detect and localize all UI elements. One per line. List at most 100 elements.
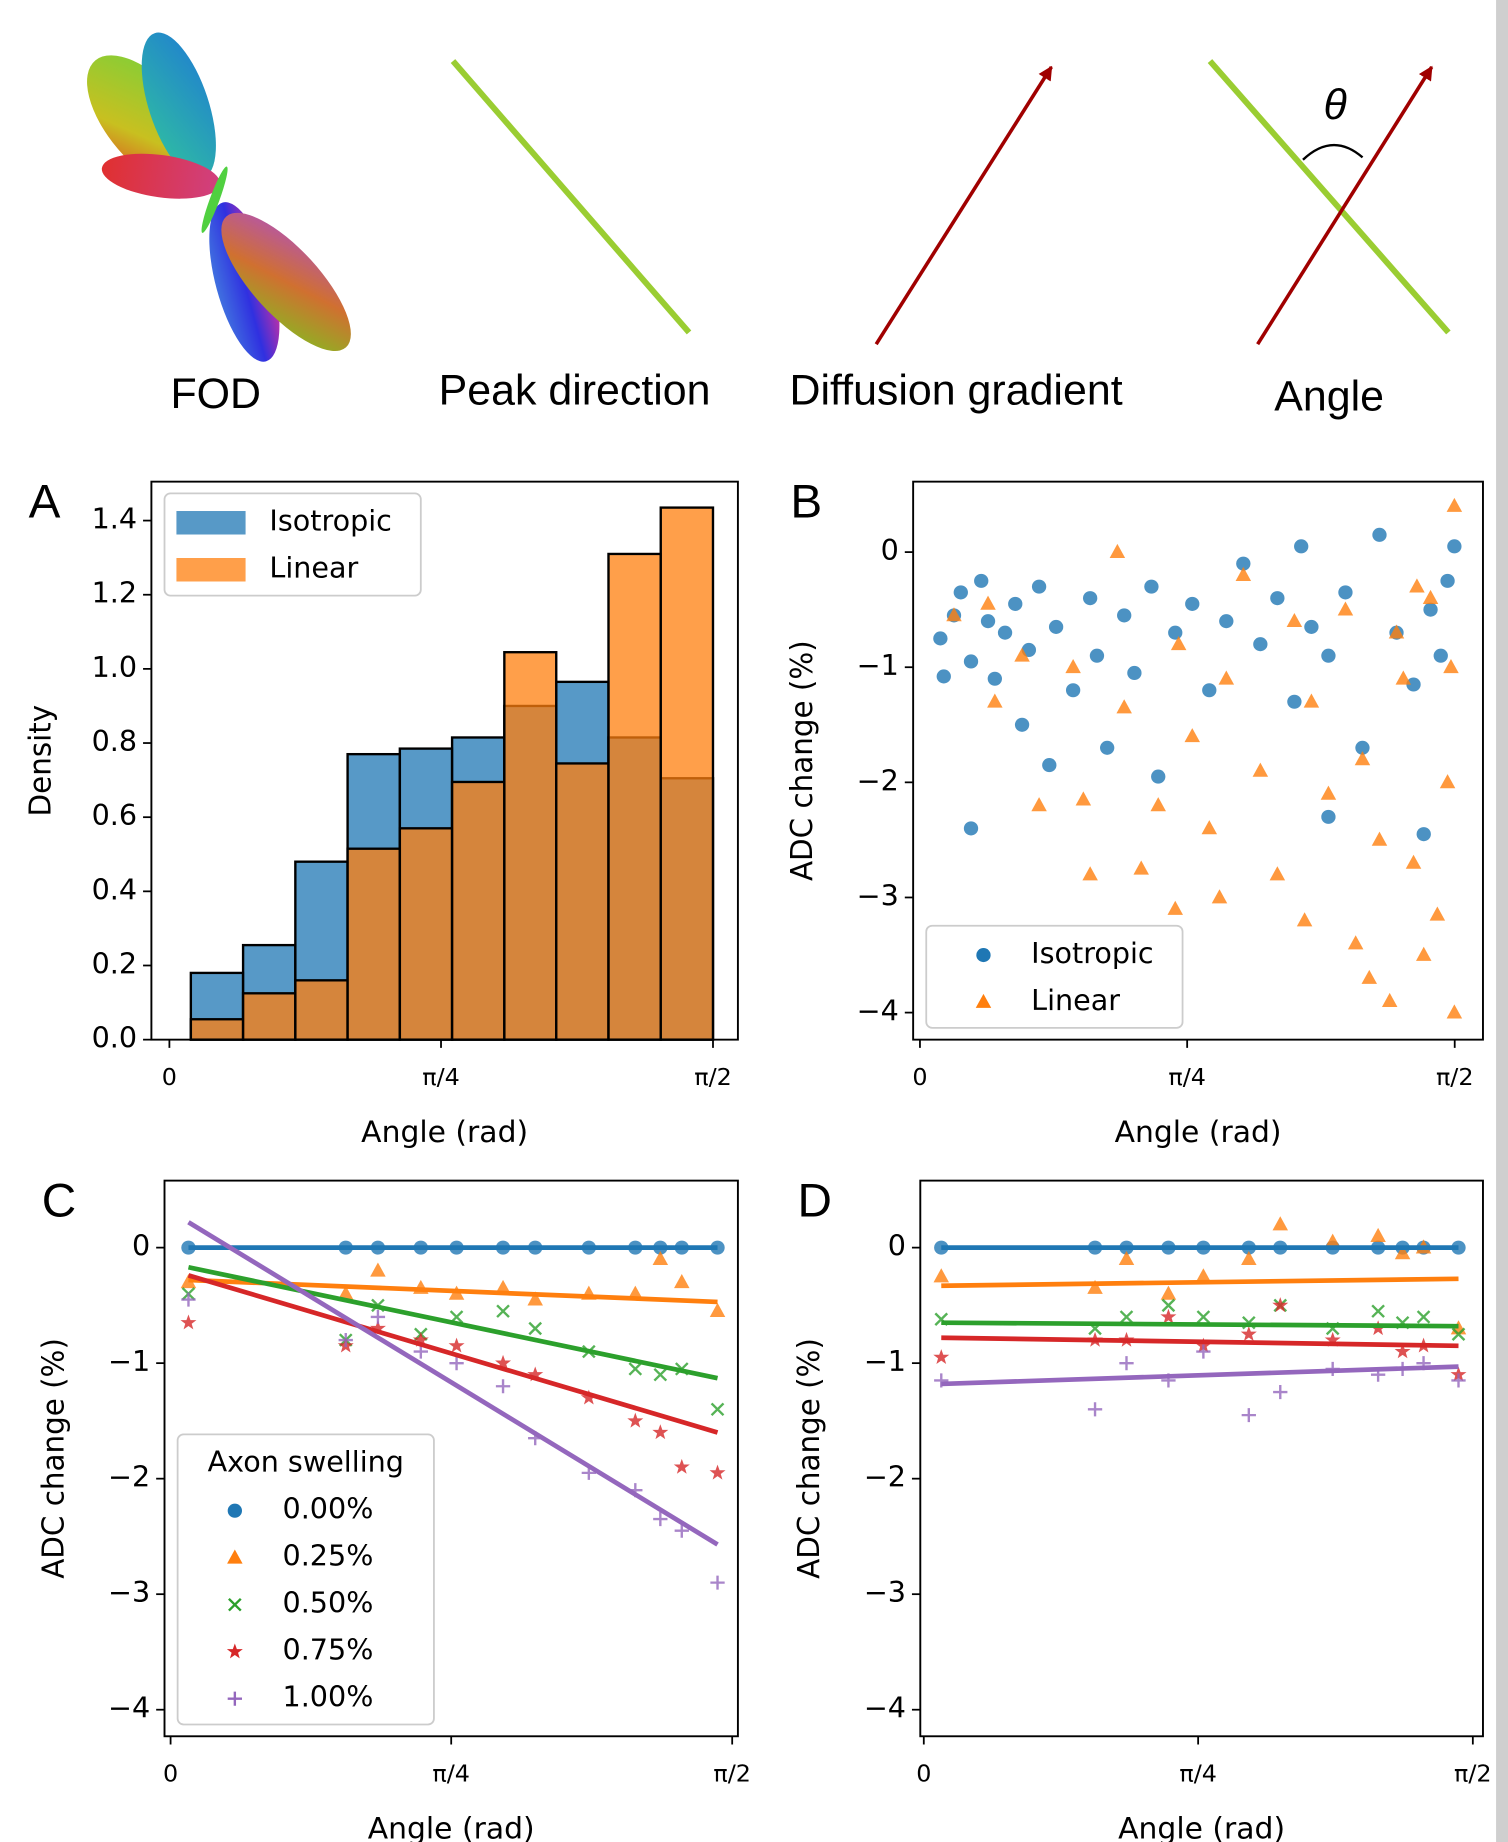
point xyxy=(370,1309,386,1324)
legend-marker xyxy=(976,948,991,963)
x-tick-label: 0 xyxy=(912,1063,927,1091)
point xyxy=(1042,758,1057,773)
point xyxy=(709,1302,726,1318)
point xyxy=(495,1279,511,1294)
point xyxy=(1195,1268,1212,1283)
hist-bar xyxy=(346,847,402,1041)
point xyxy=(369,1320,386,1336)
point xyxy=(1416,1310,1431,1324)
point xyxy=(1170,635,1187,651)
point xyxy=(1196,1310,1211,1324)
point xyxy=(1270,591,1285,606)
legend-marker xyxy=(227,1549,243,1564)
point xyxy=(652,1250,669,1266)
legend-label: Isotropic xyxy=(269,505,391,538)
y-tick-label: −4 xyxy=(108,1692,150,1725)
diagram-label: Diffusion gradient xyxy=(789,367,1122,415)
point xyxy=(412,1331,429,1347)
point xyxy=(627,1412,644,1428)
point xyxy=(1075,791,1092,806)
x-tick-label: π/2 xyxy=(713,1760,751,1788)
point xyxy=(1422,589,1439,605)
point xyxy=(1119,1310,1134,1324)
point xyxy=(1423,602,1438,617)
point xyxy=(1269,866,1286,881)
point xyxy=(933,1349,950,1365)
hist-bar xyxy=(659,506,715,1041)
x-tick-label: 0 xyxy=(916,1760,931,1788)
point xyxy=(1409,578,1425,593)
point xyxy=(1406,677,1421,692)
legend-label: 0.75% xyxy=(283,1634,374,1667)
fit-line xyxy=(941,1276,1459,1289)
y-tick-label: −2 xyxy=(857,764,899,797)
point xyxy=(1381,992,1398,1007)
angle-arc xyxy=(1302,143,1364,161)
fit-line xyxy=(187,1264,719,1381)
point xyxy=(652,1424,669,1440)
point xyxy=(181,1292,196,1307)
legend-label: 0.50% xyxy=(283,1587,374,1620)
y-tick-label: 0.8 xyxy=(92,725,137,758)
point xyxy=(1031,797,1047,812)
legend-marker xyxy=(228,1597,242,1612)
y-tick-label: −4 xyxy=(857,995,899,1028)
point xyxy=(1324,1331,1341,1347)
y-tick-label: −2 xyxy=(108,1461,150,1494)
point xyxy=(1150,797,1166,812)
point xyxy=(1440,573,1455,588)
x-tick-label: 0 xyxy=(163,1760,178,1788)
point xyxy=(1451,1373,1466,1388)
point xyxy=(710,1575,725,1590)
hist-bar xyxy=(450,780,506,1041)
point xyxy=(674,1274,690,1289)
x-tick-label: 0 xyxy=(162,1063,177,1091)
axes-frame xyxy=(919,1179,1484,1738)
point xyxy=(1337,601,1354,616)
y-tick-label: 0.6 xyxy=(92,799,137,832)
point xyxy=(1236,556,1251,571)
point xyxy=(1321,809,1336,824)
point xyxy=(338,1332,353,1348)
point xyxy=(1202,683,1217,698)
point xyxy=(1008,596,1023,611)
point xyxy=(1133,860,1149,875)
point xyxy=(953,585,968,600)
hist-bar xyxy=(398,827,454,1041)
point xyxy=(1394,1343,1411,1359)
legend-marker xyxy=(975,993,992,1008)
point xyxy=(934,1373,949,1388)
point xyxy=(1117,608,1132,623)
point xyxy=(1294,539,1309,554)
y-tick-label: −3 xyxy=(108,1576,150,1609)
hist-bar xyxy=(189,1018,245,1041)
hist-bar xyxy=(241,992,297,1041)
point xyxy=(1065,683,1081,698)
y-tick-label: −1 xyxy=(864,1345,906,1378)
point xyxy=(1355,740,1370,755)
point xyxy=(933,631,948,646)
x-tick-label: π/4 xyxy=(1168,1063,1206,1091)
point xyxy=(1354,751,1371,766)
point xyxy=(1087,1402,1103,1417)
point xyxy=(1304,619,1319,634)
y-tick-label: 1.2 xyxy=(92,577,137,610)
panel-letter: A xyxy=(29,476,61,529)
point xyxy=(1118,1250,1135,1266)
legend-label: 0.00% xyxy=(283,1493,374,1526)
point xyxy=(1100,740,1115,755)
point xyxy=(1371,1304,1385,1318)
point xyxy=(1443,659,1459,674)
point xyxy=(936,669,951,684)
point xyxy=(1082,866,1098,881)
point xyxy=(1161,1298,1176,1313)
point xyxy=(1219,614,1234,629)
x-tick-label: π/4 xyxy=(422,1063,460,1091)
point xyxy=(974,573,989,588)
axes-frame xyxy=(150,480,739,1041)
point xyxy=(1048,619,1064,634)
legend-marker xyxy=(227,1503,242,1518)
y-tick-label: −2 xyxy=(864,1461,906,1494)
y-tick-label: 0.2 xyxy=(92,948,137,981)
